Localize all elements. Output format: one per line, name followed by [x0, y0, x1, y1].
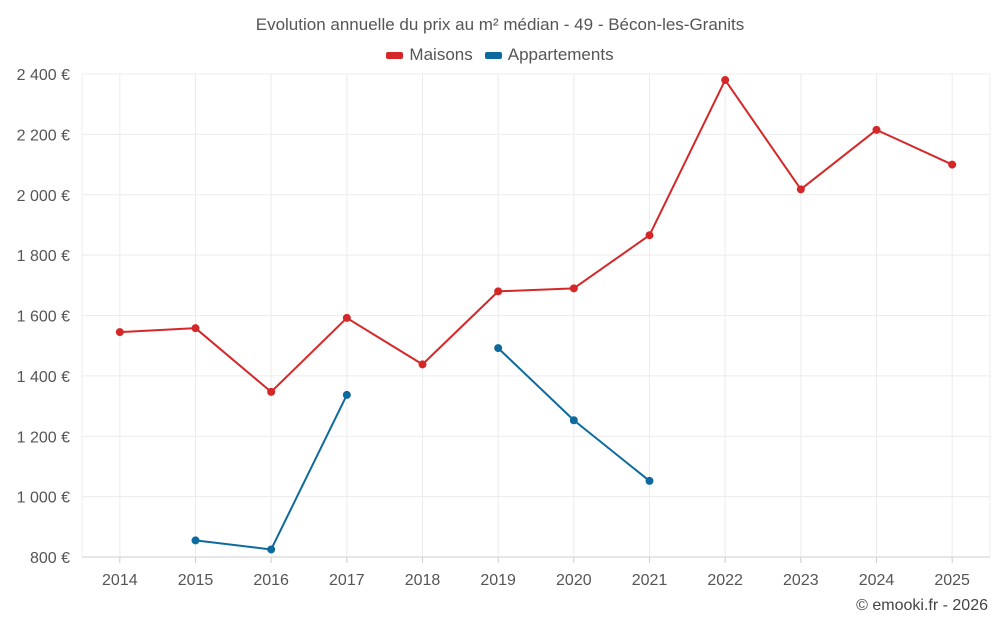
x-tick-label: 2024 — [859, 572, 895, 589]
x-tick-label: 2019 — [480, 572, 516, 589]
data-point-appartements — [494, 344, 503, 353]
credit: © emooki.fr - 2026 — [856, 597, 988, 614]
data-point-maisons — [721, 76, 730, 85]
y-tick-label: 1 200 € — [17, 429, 70, 446]
y-tick-label: 2 000 € — [17, 188, 70, 205]
data-point-maisons — [418, 360, 427, 369]
legend-label-maisons: Maisons — [409, 45, 473, 64]
data-point-maisons — [191, 324, 200, 333]
x-tick-label: 2025 — [934, 572, 970, 589]
data-point-appartements — [342, 390, 351, 399]
y-tick-label: 2 400 € — [17, 67, 70, 84]
x-tick-label: 2015 — [178, 572, 214, 589]
y-tick-label: 2 200 € — [17, 127, 70, 144]
y-tick-label: 1 800 € — [17, 248, 70, 265]
data-point-appartements — [191, 536, 200, 545]
data-point-appartements — [267, 545, 276, 554]
legend-item-maisons[interactable]: Maisons — [386, 45, 473, 65]
x-tick-label: 2020 — [556, 572, 592, 589]
data-point-maisons — [569, 284, 578, 293]
legend: Maisons Appartements — [0, 45, 1000, 65]
tick-labels: 800 € 1 000 € 1 200 € 1 400 € 1 600 € 1 800 €… — [17, 67, 970, 589]
data-point-appartements — [645, 476, 654, 485]
x-tick-label: 2022 — [707, 572, 743, 589]
chart-title: Evolution annuelle du prix au m² médian … — [255, 15, 745, 34]
data-point-maisons — [796, 185, 805, 194]
y-tick-label: 1 600 € — [17, 309, 70, 326]
legend-item-appartements[interactable]: Appartements — [484, 45, 614, 65]
y-tick-label: 800 € — [30, 550, 70, 567]
data-point-maisons — [342, 313, 351, 322]
x-tick-label: 2021 — [632, 572, 668, 589]
data-point-appartements — [569, 416, 578, 425]
grid — [82, 73, 990, 558]
series-line-maisons — [119, 79, 953, 393]
legend-swatch-appartements — [484, 51, 502, 59]
x-tick-label: 2017 — [329, 572, 365, 589]
axes — [81, 74, 991, 563]
y-tick-label: 1 000 € — [17, 490, 70, 507]
y-tick-label: 1 400 € — [17, 369, 70, 386]
x-tick-label: 2016 — [253, 572, 289, 589]
data-point-maisons — [948, 160, 957, 169]
legend-label-appartements: Appartements — [507, 45, 614, 64]
legend-swatch-maisons — [386, 51, 404, 59]
x-tick-label: 2023 — [783, 572, 819, 589]
data-point-maisons — [494, 287, 503, 296]
data-point-maisons — [267, 387, 276, 396]
series — [115, 76, 957, 554]
data-point-maisons — [872, 125, 881, 134]
x-tick-label: 2014 — [102, 572, 138, 589]
data-point-maisons — [115, 328, 124, 337]
data-point-maisons — [645, 231, 654, 240]
x-tick-label: 2018 — [405, 572, 441, 589]
